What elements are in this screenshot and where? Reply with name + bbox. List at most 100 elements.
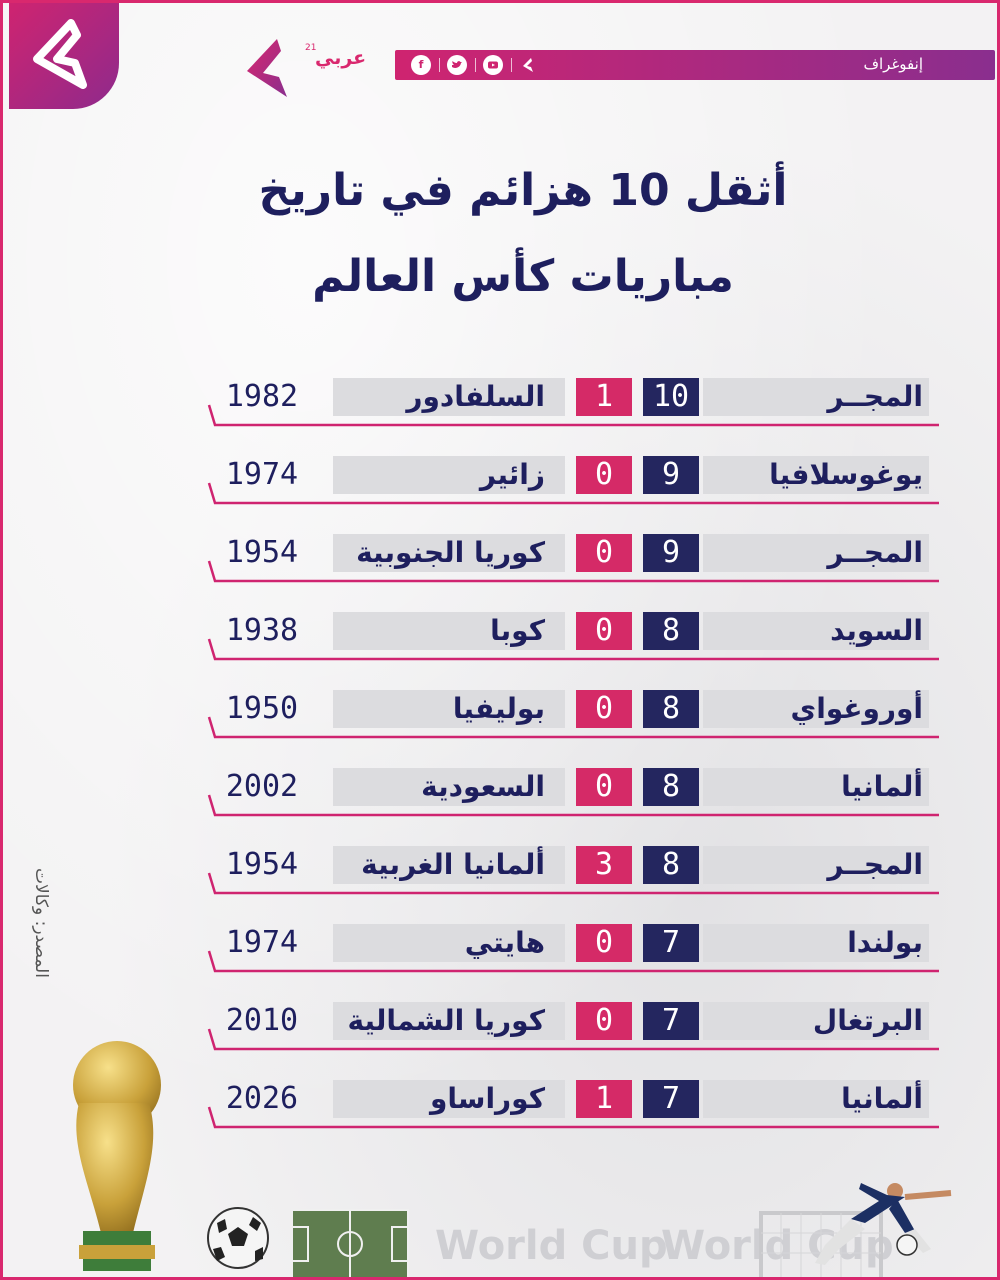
winner-bar xyxy=(703,456,929,494)
loser-score: 0 xyxy=(576,456,632,494)
winner-team: السويد xyxy=(830,614,923,647)
loser-team: كوبا xyxy=(490,614,545,647)
table-row: بولندا 7 0 هايتي 1974 xyxy=(3,924,997,1004)
loser-bar xyxy=(333,456,565,494)
winner-bar xyxy=(703,378,929,416)
football-field-icon xyxy=(291,1209,409,1277)
row-underline xyxy=(207,1106,939,1129)
loser-score: 0 xyxy=(576,612,632,650)
section-label: إنفوغراف xyxy=(863,55,923,73)
soccer-ball-icon xyxy=(207,1207,269,1269)
world-cup-trophy-icon xyxy=(73,1041,161,1271)
winner-score: 8 xyxy=(643,690,699,728)
match-year: 1974 xyxy=(225,925,299,960)
winner-team: المجــر xyxy=(827,380,923,413)
match-year: 2026 xyxy=(225,1081,299,1116)
winner-bar xyxy=(703,846,929,884)
table-row: السويد 8 0 كوبا 1938 xyxy=(3,612,997,692)
winner-bar xyxy=(703,768,929,806)
winner-bar xyxy=(703,534,929,572)
match-year: 2002 xyxy=(225,769,299,804)
loser-bar xyxy=(333,924,565,962)
match-year: 1982 xyxy=(225,379,299,414)
winner-score: 7 xyxy=(643,1002,699,1040)
brand-mark-icon xyxy=(33,19,87,89)
loser-bar xyxy=(333,534,565,572)
loser-team: زائير xyxy=(479,458,545,491)
winner-bar xyxy=(703,1080,929,1118)
row-underline xyxy=(207,560,939,583)
winner-score: 8 xyxy=(643,768,699,806)
table-row: المجــر 8 3 ألمانيا الغربية 1954 xyxy=(3,846,997,926)
loser-bar xyxy=(333,378,565,416)
player-kicking-ball-icon xyxy=(759,1183,952,1277)
winner-team: بولندا xyxy=(847,926,923,959)
match-year: 2010 xyxy=(225,1003,299,1038)
arabi21-logo-icon xyxy=(247,39,287,97)
row-underline xyxy=(207,638,939,661)
loser-bar xyxy=(333,690,565,728)
table-row: المجــر 9 0 كوريا الجنوبية 1954 xyxy=(3,534,997,614)
loser-team: السلفادور xyxy=(406,380,545,413)
brand-name: عربي xyxy=(315,47,367,69)
match-year: 1954 xyxy=(225,535,299,570)
table-row: ألمانيا 7 1 كوراساو 2026 xyxy=(3,1080,997,1160)
winner-score: 10 xyxy=(643,378,699,416)
winner-score: 8 xyxy=(643,846,699,884)
row-underline xyxy=(207,794,939,817)
winner-bar xyxy=(703,924,929,962)
winner-bar xyxy=(703,612,929,650)
loser-bar xyxy=(333,612,565,650)
youtube-icon[interactable] xyxy=(483,55,503,75)
row-underline xyxy=(207,716,939,739)
table-row: أوروغواي 8 0 بوليفيا 1950 xyxy=(3,690,997,770)
loser-score: 0 xyxy=(576,768,632,806)
match-year: 1950 xyxy=(225,691,299,726)
loser-bar xyxy=(333,1080,565,1118)
divider xyxy=(475,58,476,72)
loser-team: كوريا الجنوبية xyxy=(356,536,545,569)
loser-score: 0 xyxy=(576,924,632,962)
winner-score: 8 xyxy=(643,612,699,650)
winner-team: ألمانيا xyxy=(841,770,923,803)
winner-team: يوغوسلافيا xyxy=(769,458,923,491)
facebook-icon[interactable]: f xyxy=(411,55,431,75)
match-year: 1938 xyxy=(225,613,299,648)
corner-brand-logo xyxy=(9,3,119,109)
divider xyxy=(511,58,512,72)
winner-team: المجــر xyxy=(827,848,923,881)
source-note: المصدر: وكالات xyxy=(31,868,51,978)
loser-score: 0 xyxy=(576,1002,632,1040)
arabi21-small-icon xyxy=(519,55,539,75)
loser-team: هايتي xyxy=(464,926,545,959)
loser-bar xyxy=(333,1002,565,1040)
winner-team: أوروغواي xyxy=(790,692,923,725)
winner-bar xyxy=(703,1002,929,1040)
winner-score: 9 xyxy=(643,456,699,494)
loser-score: 0 xyxy=(576,690,632,728)
winner-team: البرتغال xyxy=(812,1004,923,1037)
loser-team: ألمانيا الغربية xyxy=(361,848,545,881)
row-underline xyxy=(207,404,939,427)
page-title-line1: أثقل 10 هزائم في تاريخ xyxy=(258,165,788,216)
row-underline xyxy=(207,1028,939,1051)
loser-score: 1 xyxy=(576,1080,632,1118)
loser-score: 0 xyxy=(576,534,632,572)
winner-team: المجــر xyxy=(827,536,923,569)
winner-score: 7 xyxy=(643,924,699,962)
watermark-text: World Cup xyxy=(435,1223,668,1269)
loser-score: 3 xyxy=(576,846,632,884)
loser-score: 1 xyxy=(576,378,632,416)
divider xyxy=(439,58,440,72)
match-year: 1974 xyxy=(225,457,299,492)
winner-score: 9 xyxy=(643,534,699,572)
arabi21-logo xyxy=(241,35,381,101)
loser-team: كوريا الشمالية xyxy=(347,1004,545,1037)
winner-bar xyxy=(703,690,929,728)
winner-team: ألمانيا xyxy=(841,1082,923,1115)
page-title-line2: مباريات كأس العالم xyxy=(312,251,734,302)
twitter-icon[interactable] xyxy=(447,55,467,75)
table-row: ألمانيا 8 0 السعودية 2002 xyxy=(3,768,997,848)
brand-superscript: 21 xyxy=(305,43,317,53)
